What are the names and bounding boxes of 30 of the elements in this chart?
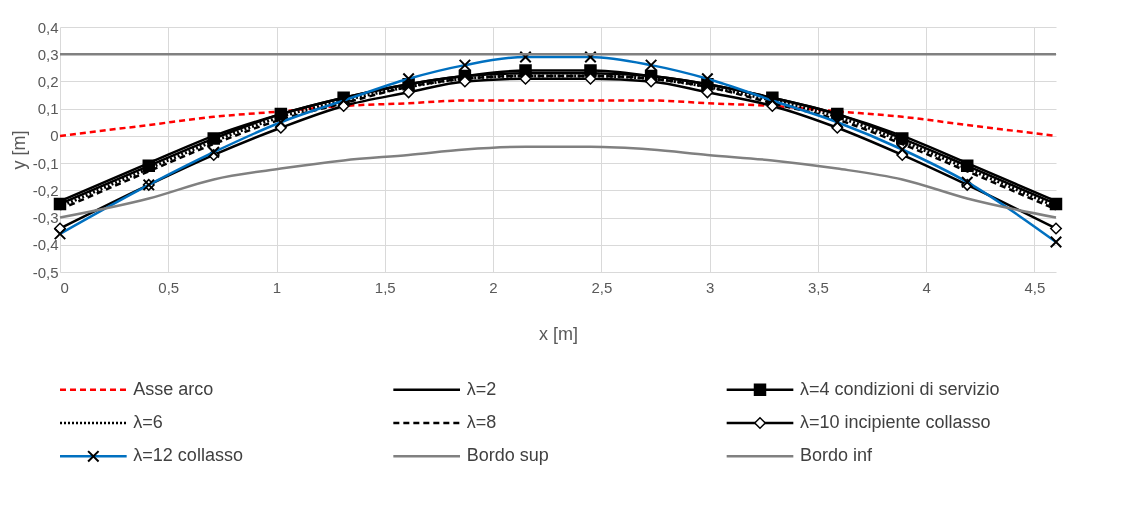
y-tick-label: -0,5	[32, 263, 59, 281]
x-tick-label: 4	[922, 278, 931, 296]
legend-label: Bordo inf	[800, 445, 874, 466]
x-tick-label: 2,5	[591, 278, 613, 296]
y-tick-label: -0,1	[32, 154, 59, 172]
x-axis-title: x [m]	[539, 323, 578, 344]
legend-label: λ=6	[133, 412, 163, 432]
y-tick-label: -0,2	[32, 181, 59, 199]
y-tick-label: -0,4	[32, 236, 59, 254]
y-axis-title: y [m]	[8, 130, 29, 170]
x-tick-label: 3,5	[807, 278, 829, 296]
legend-label: λ=12 collasso	[133, 445, 243, 466]
y-tick-label: 0,2	[37, 72, 59, 90]
y-tick-label: -0,3	[32, 209, 59, 227]
legend-label: Bordo sup	[466, 445, 549, 466]
legend-label: λ=2	[466, 378, 497, 399]
x-tick-label: 4,5	[1024, 278, 1046, 296]
y-tick-label: 0,4	[37, 18, 59, 36]
y-tick-label: 0,3	[37, 45, 59, 63]
legend-label: λ=8	[466, 412, 497, 432]
legend-label: λ=4 condizioni di servizio	[800, 378, 1000, 399]
x-tick-label: 1	[272, 278, 282, 296]
x-tick-label: 2	[489, 278, 498, 296]
legend-label: Asse arco	[133, 378, 214, 399]
x-tick-label: 3	[705, 278, 715, 296]
x-tick-label: 0,5	[158, 278, 180, 296]
y-tick-label: 0,1	[37, 100, 59, 118]
x-tick-label: 1,5	[374, 278, 396, 296]
legend-label: λ=10 incipiente collasso	[800, 412, 991, 432]
y-tick-label: 0	[50, 127, 59, 145]
